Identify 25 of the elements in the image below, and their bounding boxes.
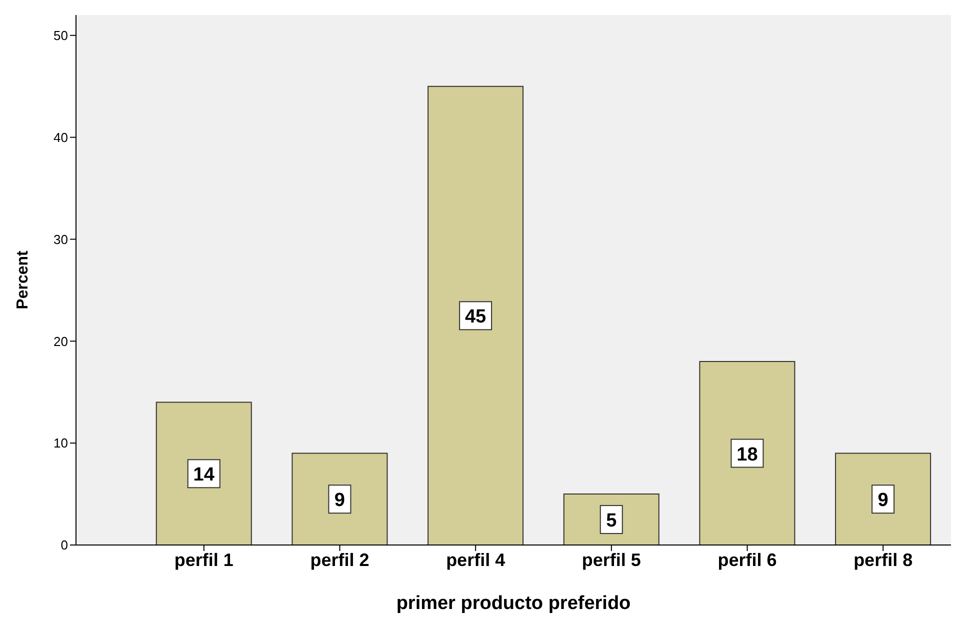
bar xyxy=(428,86,524,545)
x-tick-label: perfil 4 xyxy=(446,550,506,570)
bar xyxy=(835,452,932,545)
bar xyxy=(699,361,796,545)
x-tick-label: perfil 1 xyxy=(174,550,234,570)
x-tick-label: perfil 5 xyxy=(582,550,641,570)
x-tick-label: perfil 2 xyxy=(310,550,370,570)
bar xyxy=(156,402,252,545)
x-axis-title: primer producto preferido xyxy=(396,593,631,614)
y-tick-label: 10 xyxy=(54,436,68,451)
data-label: 9 xyxy=(334,490,345,512)
y-tick-label: 40 xyxy=(54,130,68,145)
y-tick-label: 20 xyxy=(54,334,68,349)
data-label: 45 xyxy=(464,306,487,328)
y-tick-label: 0 xyxy=(60,538,68,553)
x-tick-label: perfil 8 xyxy=(854,550,913,570)
y-tick-label: 50 xyxy=(54,28,68,43)
y-tick-label: 30 xyxy=(54,232,68,247)
x-tick-label: perfil 6 xyxy=(718,550,777,570)
data-label: 14 xyxy=(193,464,215,486)
data-label: 5 xyxy=(606,510,618,532)
data-label: 18 xyxy=(736,444,758,466)
bar xyxy=(292,452,388,545)
y-axis-title: Percent xyxy=(14,250,32,310)
data-label: 9 xyxy=(878,490,888,512)
